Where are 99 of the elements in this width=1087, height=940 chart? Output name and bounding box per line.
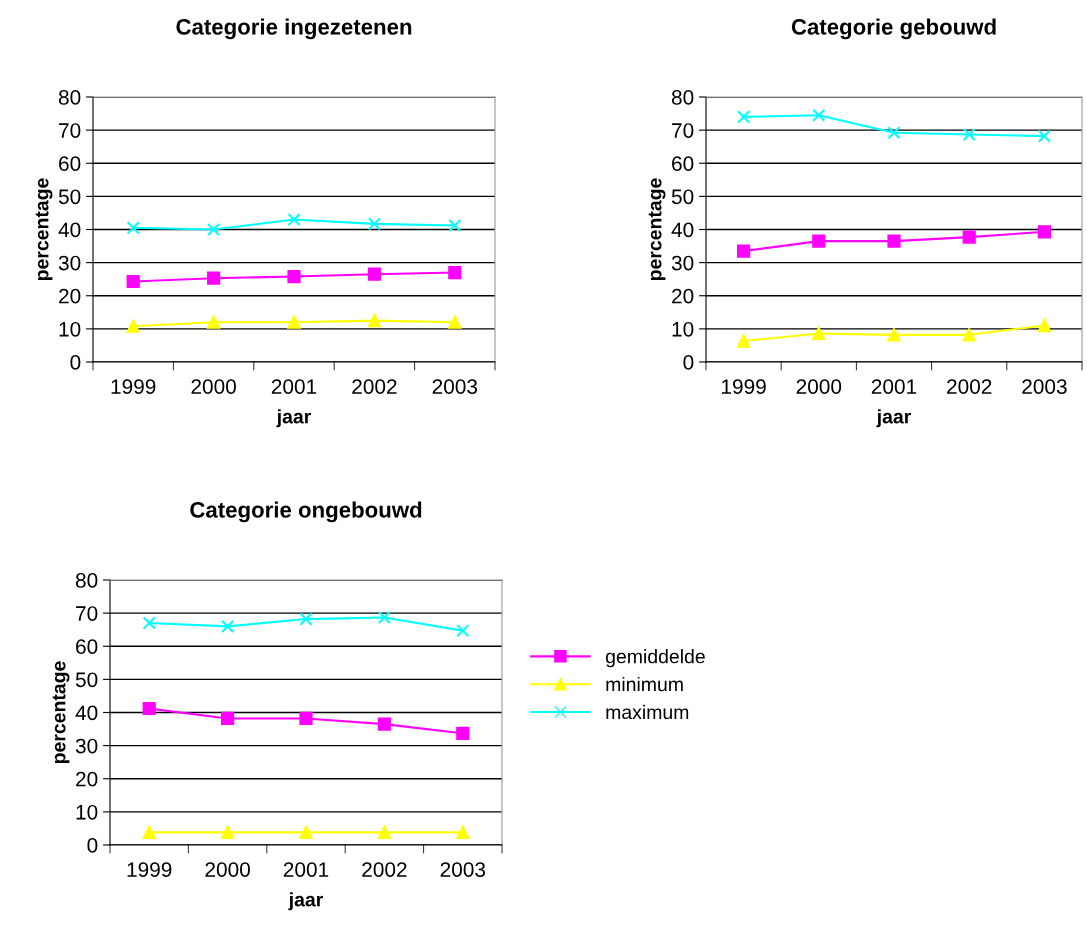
x-tick-label: 2000 (796, 379, 842, 394)
point (299, 612, 313, 626)
x-tick-label: 2001 (871, 379, 917, 394)
point (812, 326, 826, 341)
x-axis-title: jaar (276, 409, 312, 428)
x-tick-label: 2002 (352, 379, 397, 394)
x-tick-label: 2002 (362, 862, 407, 877)
y-tick-label: 60 (59, 156, 81, 171)
y-tick-label: 50 (671, 189, 694, 205)
point (737, 110, 751, 124)
x-tick-label: 2001 (283, 862, 329, 877)
point (377, 717, 391, 731)
y-tick-label: 20 (76, 771, 98, 787)
point (1037, 129, 1051, 143)
point (448, 265, 462, 280)
point (142, 616, 156, 630)
point (126, 274, 140, 289)
point (299, 825, 313, 840)
legend-label: gemiddelde (605, 649, 705, 668)
y-axis-title: percentage (648, 178, 666, 281)
point (287, 212, 301, 227)
y-tick-label: 80 (75, 573, 98, 588)
y-tick-label: 20 (672, 288, 694, 304)
point (887, 234, 901, 248)
legend-label: maximum (606, 704, 689, 720)
x-tick-label: 2003 (432, 379, 478, 394)
y-tick-label: 60 (76, 639, 98, 654)
point (456, 624, 470, 638)
point (812, 234, 826, 248)
point (962, 230, 976, 244)
y-axis-title: percentage (52, 661, 70, 764)
point (207, 315, 221, 329)
point (207, 271, 221, 285)
point (1037, 225, 1051, 239)
y-tick-label: 80 (58, 90, 81, 105)
x-tick-label: 2003 (440, 862, 486, 877)
y-tick-label: 70 (672, 123, 694, 138)
y-tick-label: 0 (70, 355, 81, 370)
y-tick-label: 0 (87, 838, 98, 853)
point (887, 328, 901, 342)
x-tick-label: 2000 (205, 862, 250, 877)
y-tick-label: 10 (76, 804, 98, 820)
y-tick-label: 40 (58, 222, 81, 238)
point (812, 108, 826, 122)
legend-label: minimum (606, 676, 683, 692)
y-tick-label: 0 (683, 355, 694, 370)
point (377, 610, 391, 625)
point (962, 127, 976, 142)
y-tick-label: 30 (75, 738, 98, 754)
x-tick-label: 2000 (191, 379, 236, 394)
point (737, 244, 751, 258)
point (367, 267, 381, 281)
x-tick-label: 2002 (947, 379, 992, 394)
point (126, 221, 140, 235)
y-tick-label: 70 (59, 123, 81, 138)
point (1037, 318, 1051, 333)
point (287, 269, 301, 284)
y-tick-label: 60 (672, 156, 694, 171)
point (456, 726, 470, 740)
x-tick-label: 1999 (111, 379, 156, 394)
y-tick-label: 50 (58, 189, 81, 205)
y-tick-label: 10 (672, 321, 694, 337)
chart-title: Categorie gebouwd (791, 18, 996, 40)
y-tick-label: 80 (671, 90, 694, 105)
y-tick-label: 20 (59, 288, 81, 304)
point (887, 126, 901, 140)
point (367, 217, 381, 231)
point (456, 825, 470, 840)
point (448, 315, 462, 329)
point (221, 825, 235, 840)
point (142, 825, 156, 840)
point (377, 825, 391, 840)
x-tick-label: 2003 (1022, 379, 1067, 394)
y-tick-label: 40 (75, 705, 98, 721)
y-tick-label: 50 (75, 672, 98, 688)
point (737, 334, 751, 348)
y-tick-label: 10 (59, 321, 81, 337)
point (287, 315, 301, 329)
y-tick-label: 70 (76, 606, 98, 621)
chart-title: Categorie ingezetenen (176, 18, 412, 40)
point (142, 701, 156, 716)
x-tick-label: 2001 (271, 379, 317, 394)
x-tick-label: 1999 (127, 862, 172, 877)
point (367, 314, 381, 328)
point (448, 218, 462, 233)
y-tick-label: 40 (671, 222, 694, 238)
x-tick-label: 1999 (722, 379, 766, 394)
x-axis-title: jaar (288, 892, 324, 911)
point (207, 222, 221, 237)
x-axis-title: jaar (876, 409, 912, 428)
y-axis-title: percentage (35, 178, 53, 281)
chart-title: Categorie ongebouwd (190, 501, 422, 523)
point (299, 711, 313, 726)
y-tick-label: 30 (58, 255, 81, 271)
point (962, 328, 976, 342)
point (126, 319, 140, 333)
point (221, 711, 235, 726)
y-tick-label: 30 (671, 255, 694, 271)
point (221, 619, 235, 633)
